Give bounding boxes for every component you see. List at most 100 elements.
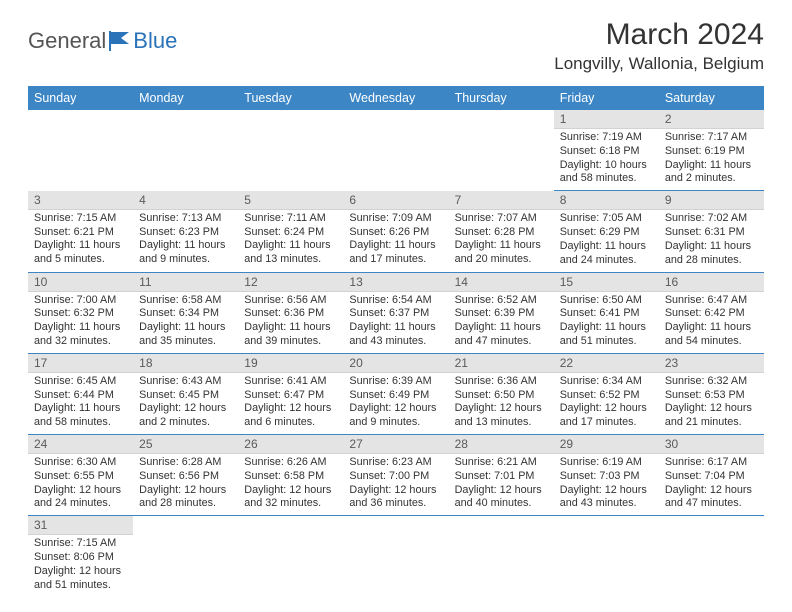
day-number: 24 [28,435,133,454]
daylight-text: Daylight: 11 hours and 20 minutes. [455,239,548,267]
sunset-text: Sunset: 6:42 PM [665,307,758,321]
calendar-cell [659,516,764,597]
calendar-cell [238,516,343,597]
sunset-text: Sunset: 6:45 PM [139,389,232,403]
day-number: 21 [449,354,554,373]
daylight-text: Daylight: 11 hours and 9 minutes. [139,239,232,267]
calendar-cell [554,516,659,597]
sunset-text: Sunset: 8:06 PM [34,551,127,565]
sunset-text: Sunset: 6:41 PM [560,307,653,321]
calendar-cell [449,110,554,191]
sunrise-text: Sunrise: 6:23 AM [349,456,442,470]
calendar-cell: 11Sunrise: 6:58 AMSunset: 6:34 PMDayligh… [133,272,238,353]
sunset-text: Sunset: 6:24 PM [244,226,337,240]
calendar-cell: 13Sunrise: 6:54 AMSunset: 6:37 PMDayligh… [343,272,448,353]
day-details: Sunrise: 6:56 AMSunset: 6:36 PMDaylight:… [238,292,343,353]
day-details: Sunrise: 6:43 AMSunset: 6:45 PMDaylight:… [133,373,238,434]
sunrise-text: Sunrise: 6:26 AM [244,456,337,470]
day-details: Sunrise: 6:32 AMSunset: 6:53 PMDaylight:… [659,373,764,434]
day-number: 28 [449,435,554,454]
calendar-cell [133,110,238,191]
sunrise-text: Sunrise: 6:30 AM [34,456,127,470]
day-details: Sunrise: 6:17 AMSunset: 7:04 PMDaylight:… [659,454,764,515]
sunset-text: Sunset: 6:31 PM [665,226,758,240]
calendar-row: 10Sunrise: 7:00 AMSunset: 6:32 PMDayligh… [28,272,764,353]
calendar-cell: 12Sunrise: 6:56 AMSunset: 6:36 PMDayligh… [238,272,343,353]
calendar-cell: 18Sunrise: 6:43 AMSunset: 6:45 PMDayligh… [133,353,238,434]
calendar-cell: 30Sunrise: 6:17 AMSunset: 7:04 PMDayligh… [659,435,764,516]
sunrise-text: Sunrise: 7:15 AM [34,537,127,551]
sunset-text: Sunset: 6:34 PM [139,307,232,321]
calendar-cell: 21Sunrise: 6:36 AMSunset: 6:50 PMDayligh… [449,353,554,434]
calendar-cell: 31Sunrise: 7:15 AMSunset: 8:06 PMDayligh… [28,516,133,597]
calendar-cell: 16Sunrise: 6:47 AMSunset: 6:42 PMDayligh… [659,272,764,353]
day-details: Sunrise: 6:28 AMSunset: 6:56 PMDaylight:… [133,454,238,515]
sunrise-text: Sunrise: 6:58 AM [139,294,232,308]
sunrise-text: Sunrise: 6:32 AM [665,375,758,389]
daylight-text: Daylight: 12 hours and 24 minutes. [34,484,127,512]
sunset-text: Sunset: 6:21 PM [34,226,127,240]
daylight-text: Daylight: 11 hours and 39 minutes. [244,321,337,349]
sunrise-text: Sunrise: 6:45 AM [34,375,127,389]
header: General Blue March 2024 Longvilly, Wallo… [0,0,792,80]
day-number: 30 [659,435,764,454]
calendar-row: 1Sunrise: 7:19 AMSunset: 6:18 PMDaylight… [28,110,764,191]
day-number: 6 [343,191,448,210]
day-number: 4 [133,191,238,210]
daylight-text: Daylight: 12 hours and 32 minutes. [244,484,337,512]
calendar-cell: 9Sunrise: 7:02 AMSunset: 6:31 PMDaylight… [659,191,764,272]
calendar-cell: 23Sunrise: 6:32 AMSunset: 6:53 PMDayligh… [659,353,764,434]
sunrise-text: Sunrise: 7:17 AM [665,131,758,145]
calendar-row: 3Sunrise: 7:15 AMSunset: 6:21 PMDaylight… [28,191,764,272]
sunrise-text: Sunrise: 6:34 AM [560,375,653,389]
sunset-text: Sunset: 6:29 PM [560,226,653,240]
day-number: 22 [554,354,659,373]
calendar-cell: 2Sunrise: 7:17 AMSunset: 6:19 PMDaylight… [659,110,764,191]
calendar-row: 17Sunrise: 6:45 AMSunset: 6:44 PMDayligh… [28,353,764,434]
calendar-cell: 8Sunrise: 7:05 AMSunset: 6:29 PMDaylight… [554,191,659,272]
calendar-cell: 7Sunrise: 7:07 AMSunset: 6:28 PMDaylight… [449,191,554,272]
sunset-text: Sunset: 7:04 PM [665,470,758,484]
sunrise-text: Sunrise: 6:19 AM [560,456,653,470]
sunrise-text: Sunrise: 7:02 AM [665,212,758,226]
sunset-text: Sunset: 6:58 PM [244,470,337,484]
calendar-table: Sunday Monday Tuesday Wednesday Thursday… [28,86,764,597]
daylight-text: Daylight: 11 hours and 35 minutes. [139,321,232,349]
day-number: 17 [28,354,133,373]
calendar-cell: 14Sunrise: 6:52 AMSunset: 6:39 PMDayligh… [449,272,554,353]
calendar-cell: 6Sunrise: 7:09 AMSunset: 6:26 PMDaylight… [343,191,448,272]
calendar-cell: 5Sunrise: 7:11 AMSunset: 6:24 PMDaylight… [238,191,343,272]
day-number: 12 [238,273,343,292]
sunset-text: Sunset: 7:03 PM [560,470,653,484]
sunrise-text: Sunrise: 7:07 AM [455,212,548,226]
calendar-cell: 22Sunrise: 6:34 AMSunset: 6:52 PMDayligh… [554,353,659,434]
day-number: 10 [28,273,133,292]
calendar-cell: 28Sunrise: 6:21 AMSunset: 7:01 PMDayligh… [449,435,554,516]
day-number: 14 [449,273,554,292]
sunset-text: Sunset: 6:49 PM [349,389,442,403]
calendar-cell [449,516,554,597]
calendar-cell: 29Sunrise: 6:19 AMSunset: 7:03 PMDayligh… [554,435,659,516]
sunrise-text: Sunrise: 7:19 AM [560,131,653,145]
daylight-text: Daylight: 12 hours and 21 minutes. [665,402,758,430]
sunset-text: Sunset: 6:52 PM [560,389,653,403]
calendar-cell [343,516,448,597]
day-details: Sunrise: 7:19 AMSunset: 6:18 PMDaylight:… [554,129,659,190]
sunrise-text: Sunrise: 7:11 AM [244,212,337,226]
day-number: 18 [133,354,238,373]
day-details: Sunrise: 7:11 AMSunset: 6:24 PMDaylight:… [238,210,343,271]
sunset-text: Sunset: 6:36 PM [244,307,337,321]
daylight-text: Daylight: 12 hours and 36 minutes. [349,484,442,512]
daylight-text: Daylight: 12 hours and 40 minutes. [455,484,548,512]
sunrise-text: Sunrise: 7:00 AM [34,294,127,308]
daylight-text: Daylight: 12 hours and 6 minutes. [244,402,337,430]
daylight-text: Daylight: 12 hours and 28 minutes. [139,484,232,512]
day-details: Sunrise: 6:30 AMSunset: 6:55 PMDaylight:… [28,454,133,515]
day-number: 29 [554,435,659,454]
sunrise-text: Sunrise: 6:17 AM [665,456,758,470]
day-details: Sunrise: 7:07 AMSunset: 6:28 PMDaylight:… [449,210,554,271]
calendar-cell [28,110,133,191]
sunrise-text: Sunrise: 6:43 AM [139,375,232,389]
brand-text-blue: Blue [133,28,177,54]
daylight-text: Daylight: 11 hours and 28 minutes. [665,240,758,268]
